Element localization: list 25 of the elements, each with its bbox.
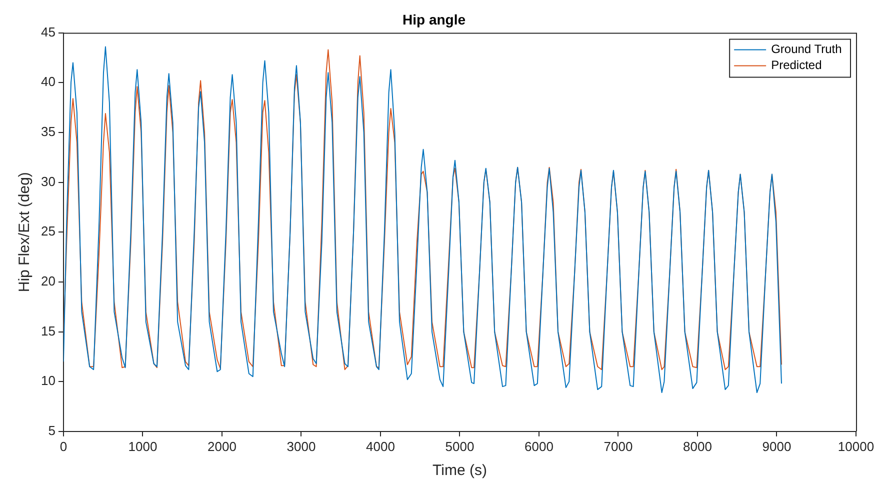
x-axis-title: Time (s) [432, 462, 487, 480]
y-tick-label: 25 [40, 224, 56, 239]
x-tick-label: 4000 [366, 438, 395, 454]
legend-label: Predicted [771, 58, 822, 72]
x-tick-label: 0 [60, 438, 68, 454]
x-tick-label: 5000 [445, 438, 474, 454]
y-tick-label: 15 [40, 323, 56, 338]
y-axis-title: Hip Flex/Ext (deg) [16, 172, 34, 292]
x-tick-label: 6000 [524, 438, 554, 454]
x-tick-label: 2000 [208, 438, 236, 454]
y-tick-label: 10 [40, 373, 56, 388]
y-tick-label: 45 [40, 24, 56, 40]
y-tick-label: 30 [40, 174, 56, 189]
y-tick-label: 20 [40, 274, 56, 289]
x-tick-label: 1000 [128, 438, 158, 454]
y-tick-label: 40 [40, 74, 56, 90]
x-tick-label: 10000 [838, 438, 874, 454]
legend-label: Ground Truth [771, 42, 842, 56]
y-tick-label: 35 [40, 124, 56, 140]
y-tick-label: 5 [48, 422, 56, 438]
chart-title: Hip angle [402, 11, 466, 28]
x-tick-label: 3000 [286, 438, 316, 454]
x-tick-label: 8000 [683, 438, 712, 454]
x-tick-label: 9000 [762, 438, 792, 454]
x-tick-label: 7000 [604, 438, 633, 454]
